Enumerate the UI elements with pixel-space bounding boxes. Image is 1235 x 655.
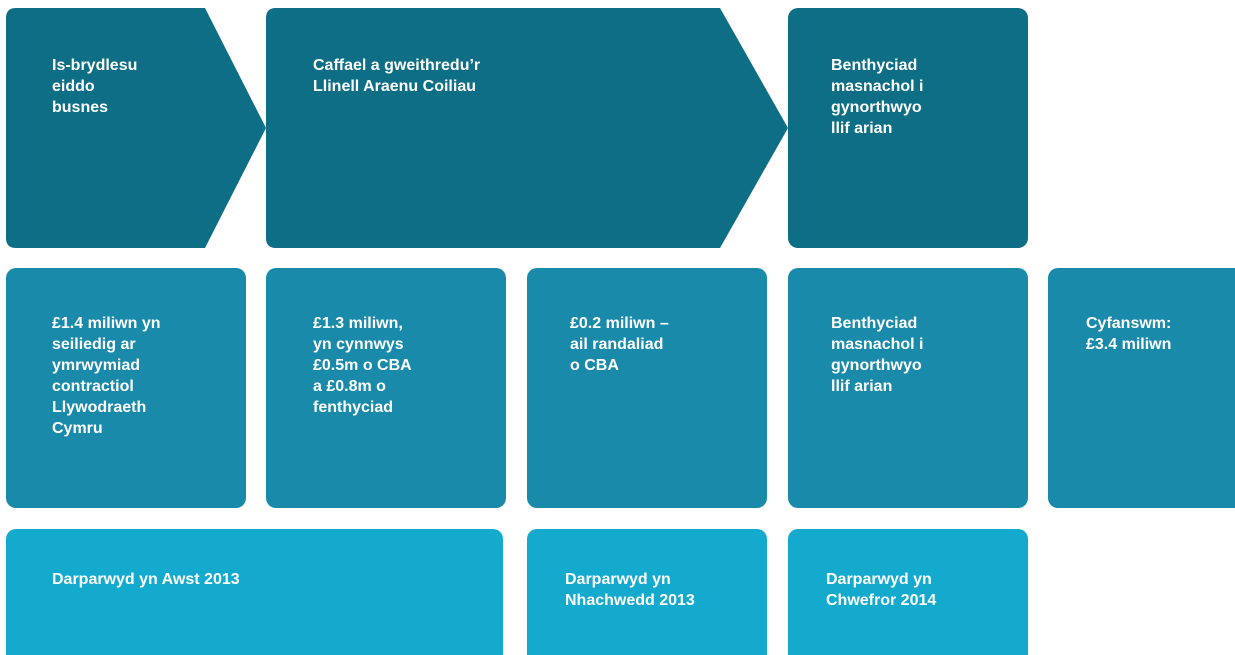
box-text: contractiol [52,378,134,395]
box-text: fenthyciad [313,399,393,416]
delivered-box [6,529,503,655]
box-text: Llinell Araenu Coiliau [313,78,476,95]
box-text: masnachol i [831,336,923,353]
box-text: £3.4 miliwn [1086,336,1171,353]
delivered-box [788,529,1028,655]
box-text: ymrwymiad [52,357,140,374]
delivered-box [527,529,767,655]
box-text: Cyfanswm: [1086,315,1171,332]
box-text: £1.3 miliwn, [313,315,403,332]
amount-box [527,268,767,508]
box-text: Benthyciad [831,57,917,74]
box-text: llif arian [831,378,892,395]
box-text: busnes [52,99,108,116]
box-text: Chwefror 2014 [826,592,936,609]
box-text: llif arian [831,120,892,137]
amount-box [1048,268,1235,508]
amount-box [788,268,1028,508]
box-text: yn cynnwys [313,336,404,353]
box-text: Nhachwedd 2013 [565,592,695,609]
box-text: gynorthwyo [831,99,922,116]
box-text: Benthyciad [831,315,917,332]
box-text: eiddo [52,78,95,95]
box-text: Darparwyd yn Awst 2013 [52,571,240,588]
box-text: Llywodraeth [52,399,146,416]
box-text: Is-brydlesu [52,57,137,74]
box-text: gynorthwyo [831,357,922,374]
box-text: ail randaliad [570,336,663,353]
box-text: o CBA [570,357,619,374]
box-text: £0.5m o CBA [313,357,412,374]
step-arrow [6,8,266,248]
box-text: a £0.8m o [313,378,386,395]
box-text: Darparwyd yn [826,571,932,588]
box-text: £1.4 miliwn yn [52,315,160,332]
box-text: Caffael a gweithredu’r [313,57,480,74]
box-text: Cymru [52,420,103,437]
amount-box [6,268,246,508]
step-box [788,8,1028,248]
amount-box [266,268,506,508]
box-text: seiliedig ar [52,336,136,353]
box-text: Darparwyd yn [565,571,671,588]
box-text: masnachol i [831,78,923,95]
step-arrow [266,8,788,248]
box-text: £0.2 miliwn – [570,315,669,332]
